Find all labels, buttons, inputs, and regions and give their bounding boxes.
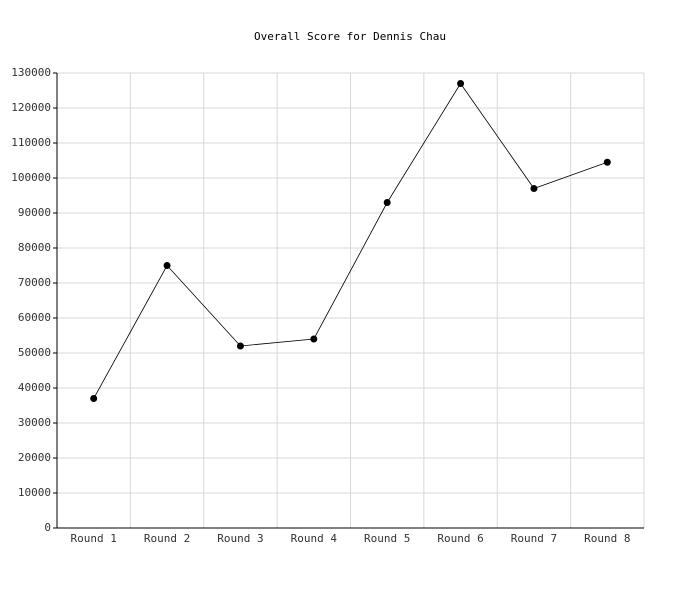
point [163,262,171,269]
y-tick-label: 130000 [11,66,51,79]
point [383,199,391,206]
y-tick-label: 60000 [18,311,51,324]
point [236,342,244,350]
x-tick-label: Round 8 [584,532,630,545]
y-tick-label: 30000 [18,416,51,429]
point [90,395,98,402]
y-tick-label: 10000 [18,486,51,499]
point [310,335,318,343]
x-tick-label: Round 7 [511,532,557,545]
y-tick-label: 90000 [18,206,51,219]
y-tick-label: 120000 [11,101,51,114]
y-tick-label: 110000 [11,136,51,149]
x-tick-label: Round 5 [364,532,410,545]
x-tick-label: Round 2 [144,532,190,545]
point [530,185,538,192]
point [603,158,611,166]
y-tick-label: 100000 [11,171,51,184]
y-tick-label: 50000 [18,346,51,359]
x-tick-label: Round 3 [217,532,263,545]
y-tick-label: 0 [44,521,51,534]
y-tick-label: 40000 [18,381,51,394]
y-tick-label: 20000 [18,451,51,464]
x-tick-label: Round 1 [71,532,117,545]
chart-title: Overall Score for Dennis Chau [254,30,446,43]
line [93,82,608,399]
x-tick-label: Round 4 [291,532,338,545]
point [457,80,465,87]
y-tick-label: 70000 [18,276,51,289]
y-tick-label: 80000 [18,241,51,254]
x-tick-label: Round 6 [437,532,483,545]
